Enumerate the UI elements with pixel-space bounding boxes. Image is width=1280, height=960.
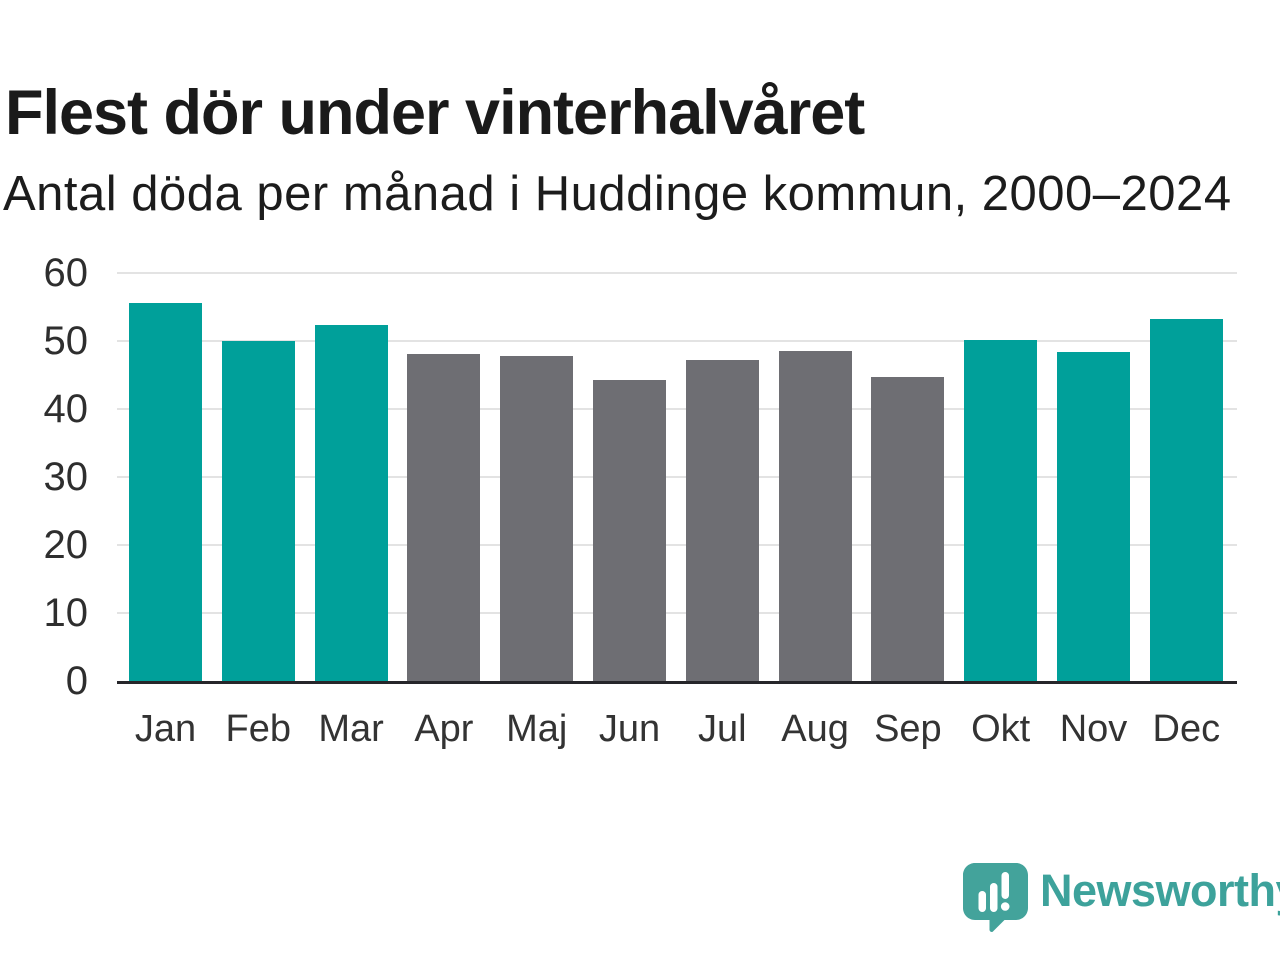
y-axis-label: 20: [43, 523, 89, 567]
bar: [778, 351, 852, 681]
bar: [871, 377, 945, 681]
bar-chart: 0 10 20 30 40 50 60 Jan Feb Mar Apr Maj Jun Jul Aug Se…: [0, 252, 1280, 773]
bar: [964, 339, 1038, 681]
bar: [221, 341, 295, 681]
newsworthy-wordmark: Newsworthy: [1040, 865, 1280, 916]
bar: [500, 355, 574, 681]
y-axis: 0 10 20 30 40 50 60: [0, 252, 89, 702]
plot-area: [117, 272, 1237, 684]
gridline: [117, 476, 1237, 478]
x-axis-label: Sep: [874, 708, 942, 750]
gridline: [117, 612, 1237, 614]
bar: [314, 325, 388, 681]
y-axis-label: 10: [43, 591, 89, 635]
gridline: [117, 272, 1237, 274]
y-axis-label: 30: [43, 455, 89, 499]
x-axis-label: Feb: [225, 708, 292, 750]
x-axis-label: Mar: [318, 708, 384, 750]
x-axis-label: Jun: [598, 708, 661, 750]
chart-title: Flest dör under vinterhalvåret: [5, 78, 865, 149]
bar: [1057, 351, 1130, 681]
x-axis-label: Aug: [781, 708, 849, 750]
x-axis-line: [117, 681, 1237, 684]
x-axis-label: Apr: [414, 708, 474, 750]
gridline: [117, 340, 1237, 342]
x-axis-label: Okt: [971, 708, 1031, 750]
chart-subtitle: Antal döda per månad i Huddinge kommun, …: [3, 167, 1232, 221]
bar: [407, 353, 481, 681]
bar: [129, 302, 202, 681]
bar: [1149, 319, 1223, 681]
y-axis-label: 60: [43, 251, 89, 295]
bar: [685, 360, 759, 681]
bar: [593, 379, 666, 681]
x-axis-label: Jul: [698, 708, 747, 750]
newsworthy-logo-icon: [963, 863, 1028, 932]
x-axis-label: Nov: [1059, 708, 1128, 750]
newsworthy-logo: Newsworthy: [958, 858, 1280, 933]
x-axis-label: Maj: [506, 708, 568, 750]
gridline: [117, 544, 1237, 546]
y-axis-label: 50: [43, 319, 89, 363]
x-axis-label: Jan: [134, 708, 197, 750]
gridline: [117, 408, 1237, 410]
y-axis-label: 40: [43, 387, 89, 431]
y-axis-label: 0: [65, 659, 88, 703]
x-axis-label: Dec: [1152, 708, 1221, 750]
